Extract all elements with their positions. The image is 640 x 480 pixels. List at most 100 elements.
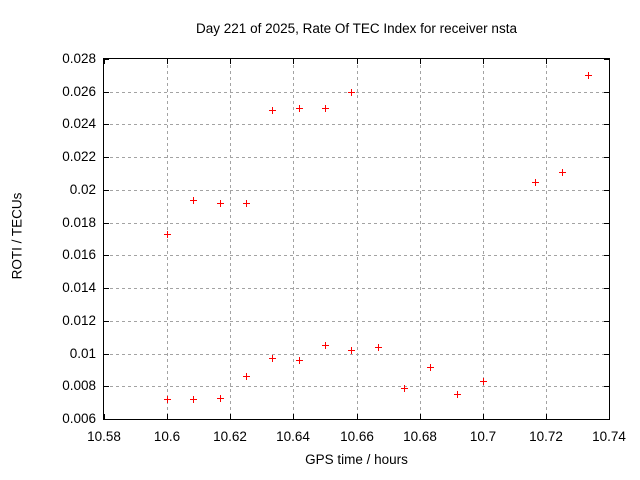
y-tick-mark: [604, 157, 609, 158]
y-tick-mark: [604, 124, 609, 125]
y-tick-mark: [604, 190, 609, 191]
x-tick-label: 10.66: [340, 429, 374, 444]
y-grid-line: [104, 157, 609, 158]
data-point-marker: [190, 396, 197, 403]
y-tick-label: 0.014: [62, 280, 96, 295]
x-tick-mark: [420, 414, 421, 419]
x-tick-label: 10.68: [403, 429, 437, 444]
y-tick-mark: [104, 190, 109, 191]
x-tick-label: 10.64: [276, 429, 310, 444]
data-point-marker: [190, 197, 197, 204]
data-point-marker: [269, 107, 276, 114]
x-grid-line: [420, 59, 421, 419]
data-point-marker: [322, 342, 329, 349]
y-tick-mark: [104, 321, 109, 322]
x-tick-label: 10.7: [469, 429, 497, 444]
x-tick-mark: [546, 59, 547, 64]
x-tick-mark: [104, 59, 105, 64]
x-tick-mark: [483, 59, 484, 64]
x-tick-mark: [230, 59, 231, 64]
y-grid-line: [104, 386, 609, 387]
x-tick-mark: [293, 59, 294, 64]
data-point-marker: [348, 89, 355, 96]
data-point-marker: [217, 395, 224, 402]
y-tick-mark: [604, 223, 609, 224]
data-point-marker: [296, 357, 303, 364]
data-point-marker: [348, 347, 355, 354]
y-tick-mark: [104, 354, 109, 355]
y-tick-mark: [104, 157, 109, 158]
y-grid-line: [104, 255, 609, 256]
data-point-marker: [296, 105, 303, 112]
x-grid-line: [293, 59, 294, 419]
x-tick-mark: [104, 414, 105, 419]
y-tick-label: 0.016: [62, 247, 96, 262]
y-grid-line: [104, 223, 609, 224]
y-grid-line: [104, 288, 609, 289]
data-point-marker: [532, 179, 539, 186]
y-tick-mark: [104, 124, 109, 125]
data-point-marker: [401, 385, 408, 392]
y-tick-mark: [104, 419, 109, 420]
data-point-marker: [164, 231, 171, 238]
x-tick-mark: [483, 414, 484, 419]
y-tick-mark: [104, 59, 109, 60]
y-tick-label: 0.018: [62, 215, 96, 230]
y-tick-mark: [604, 92, 609, 93]
y-tick-label: 0.006: [62, 411, 96, 426]
y-tick-mark: [104, 92, 109, 93]
x-grid-line: [167, 59, 168, 419]
x-tick-label: 10.6: [153, 429, 181, 444]
x-tick-mark: [420, 59, 421, 64]
data-point-marker: [559, 169, 566, 176]
x-tick-mark: [293, 414, 294, 419]
y-grid-line: [104, 124, 609, 125]
x-tick-label: 10.74: [592, 429, 626, 444]
x-tick-label: 10.72: [529, 429, 563, 444]
x-tick-mark: [167, 59, 168, 64]
x-axis-label: GPS time / hours: [305, 452, 408, 467]
x-tick-label: 10.62: [213, 429, 247, 444]
data-point-marker: [454, 391, 461, 398]
y-tick-label: 0.022: [62, 149, 96, 164]
data-point-marker: [585, 72, 592, 79]
data-point-marker: [480, 378, 487, 385]
chart-title: Day 221 of 2025, Rate Of TEC Index for r…: [196, 21, 517, 36]
data-point-marker: [269, 355, 276, 362]
y-axis-label: ROTI / TECUs: [9, 192, 25, 280]
y-tick-mark: [604, 255, 609, 256]
y-tick-label: 0.01: [69, 346, 96, 361]
y-tick-label: 0.026: [62, 84, 96, 99]
y-grid-line: [104, 190, 609, 191]
y-tick-label: 0.02: [69, 182, 96, 197]
x-tick-label: 10.58: [87, 429, 121, 444]
y-grid-line: [104, 92, 609, 93]
x-tick-mark: [609, 59, 610, 64]
plot-area: [103, 58, 610, 420]
data-point-marker: [427, 364, 434, 371]
y-tick-mark: [104, 386, 109, 387]
data-point-marker: [375, 344, 382, 351]
x-tick-mark: [357, 414, 358, 419]
y-tick-mark: [604, 321, 609, 322]
y-tick-mark: [604, 419, 609, 420]
y-tick-label: 0.008: [62, 378, 96, 393]
x-tick-mark: [546, 414, 547, 419]
y-grid-line: [104, 354, 609, 355]
y-tick-mark: [604, 59, 609, 60]
y-tick-label: 0.024: [62, 116, 96, 131]
x-tick-mark: [357, 59, 358, 64]
data-point-marker: [243, 373, 250, 380]
x-grid-line: [546, 59, 547, 419]
data-point-marker: [243, 200, 250, 207]
y-grid-line: [104, 321, 609, 322]
y-tick-label: 0.028: [62, 51, 96, 66]
data-point-marker: [217, 200, 224, 207]
x-tick-mark: [167, 414, 168, 419]
y-tick-mark: [104, 255, 109, 256]
y-tick-mark: [604, 288, 609, 289]
x-tick-mark: [230, 414, 231, 419]
data-point-marker: [322, 105, 329, 112]
y-tick-mark: [104, 223, 109, 224]
